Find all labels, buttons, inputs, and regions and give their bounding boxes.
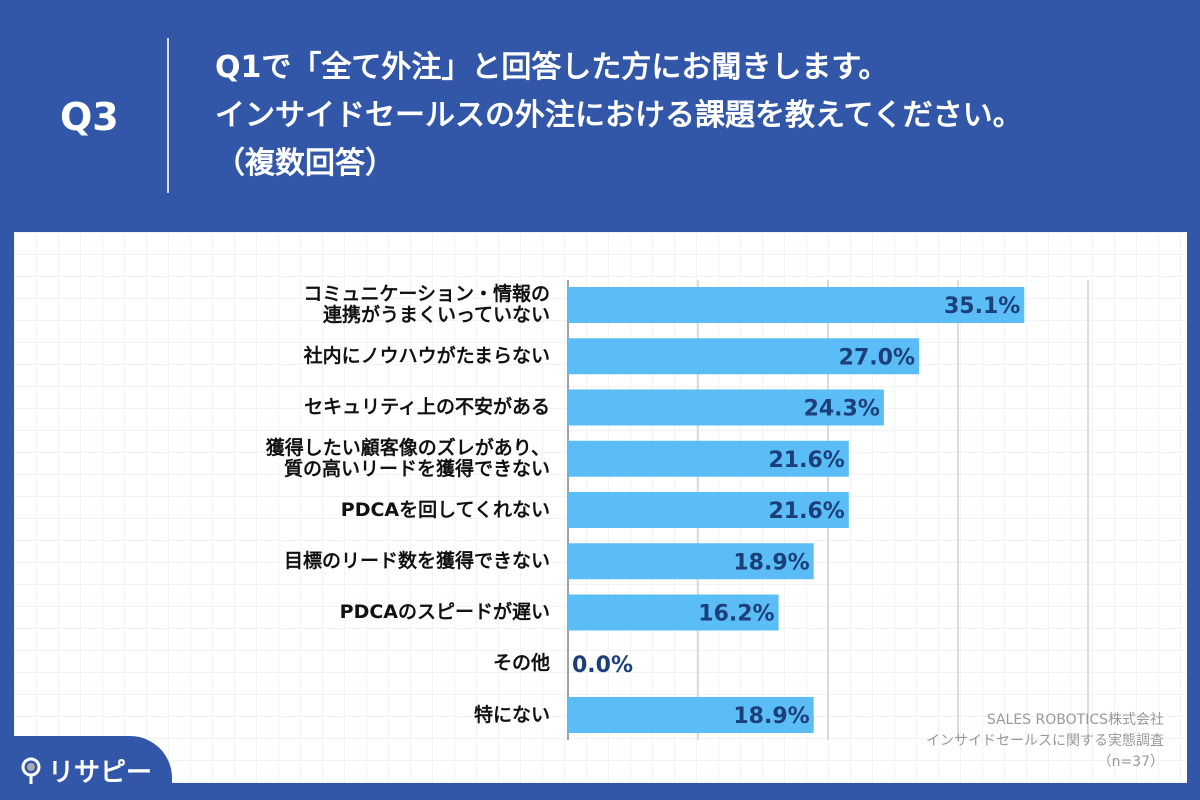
value-label: 21.6% xyxy=(768,499,844,524)
bar xyxy=(568,594,779,631)
source-note: SALES ROBOTICS株式会社 インサイドセールスに関する実態調査 （n=… xyxy=(926,710,1164,773)
category-label: PDCAのスピードが遅い xyxy=(339,601,550,623)
bar xyxy=(568,287,1025,323)
category-label: 社内にノウハウがたまらない xyxy=(303,344,550,367)
value-label: 24.3% xyxy=(804,397,880,422)
category-label: セキュリティ上の不安がある xyxy=(304,396,550,418)
category-label: 特にない xyxy=(473,703,550,726)
bar xyxy=(568,440,849,477)
value-label: 0.0% xyxy=(572,653,633,678)
value-label: 16.2% xyxy=(698,602,774,627)
question-number: Q3 xyxy=(60,95,119,139)
value-label: 35.1% xyxy=(944,294,1020,319)
value-label: 21.6% xyxy=(768,448,844,473)
question-line: インサイドセールスの外注における課題を教えてください。 xyxy=(215,98,1023,133)
logo-text: リサピー xyxy=(48,758,153,788)
bar xyxy=(568,389,884,426)
category-label: その他 xyxy=(492,652,550,675)
category-label: 目標のリード数を獲得できない xyxy=(283,549,550,572)
bar xyxy=(568,338,919,375)
question-text: Q1で「全て外注」と回答した方にお聞きします。 インサイドセールスの外注における… xyxy=(215,44,1023,188)
logo: リサピー xyxy=(20,752,152,789)
value-label: 18.9% xyxy=(733,704,809,729)
question-line: （複数回答） xyxy=(215,146,395,181)
header-divider xyxy=(167,38,169,193)
source-survey: インサイドセールスに関する実態調査 xyxy=(926,733,1164,749)
question-line: Q1で「全て外注」と回答した方にお聞きします。 xyxy=(215,50,889,85)
value-label: 27.0% xyxy=(839,345,915,370)
category-label: コミュニケーション・情報の 連携がうまくいっていない xyxy=(303,283,550,326)
category-label: 獲得したい顧客像のズレがあり、 質の高いリードを獲得できない xyxy=(265,436,550,480)
bar xyxy=(568,543,814,580)
bar xyxy=(568,697,814,733)
category-label: PDCAを回してくれない xyxy=(340,498,550,521)
value-label: 18.9% xyxy=(733,550,809,575)
pin-icon xyxy=(21,757,41,784)
sample-size: （n=37） xyxy=(1097,754,1164,770)
source-company: SALES ROBOTICS株式会社 xyxy=(986,712,1164,728)
bar xyxy=(568,492,849,528)
